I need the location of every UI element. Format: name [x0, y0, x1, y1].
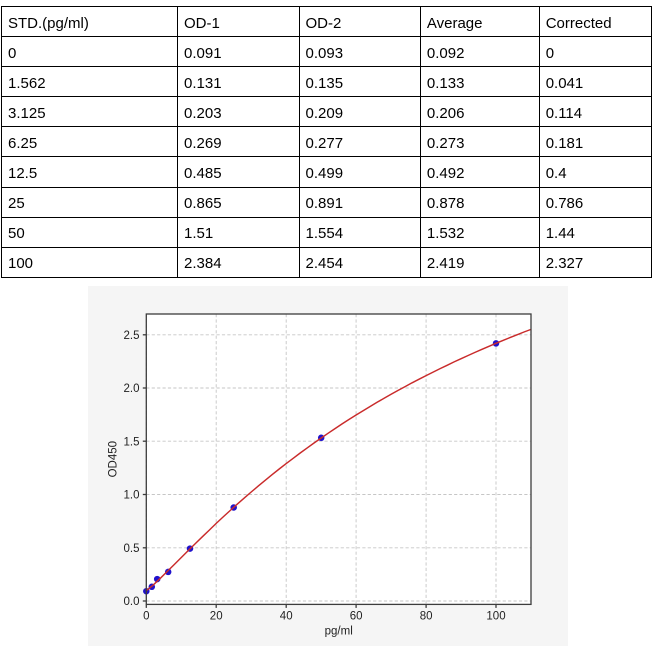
- svg-text:100: 100: [486, 610, 505, 622]
- svg-text:0: 0: [143, 610, 149, 622]
- svg-text:2.5: 2.5: [124, 330, 140, 342]
- svg-text:80: 80: [420, 610, 433, 622]
- svg-text:1.5: 1.5: [124, 436, 140, 448]
- svg-text:0.0: 0.0: [124, 596, 140, 608]
- svg-text:40: 40: [280, 610, 293, 622]
- svg-text:1.0: 1.0: [124, 490, 140, 502]
- svg-text:0.5: 0.5: [124, 543, 140, 555]
- svg-text:pg/ml: pg/ml: [325, 625, 353, 637]
- svg-text:60: 60: [350, 610, 363, 622]
- svg-text:OD450: OD450: [108, 441, 120, 477]
- svg-text:2.0: 2.0: [124, 383, 140, 395]
- svg-text:20: 20: [210, 610, 223, 622]
